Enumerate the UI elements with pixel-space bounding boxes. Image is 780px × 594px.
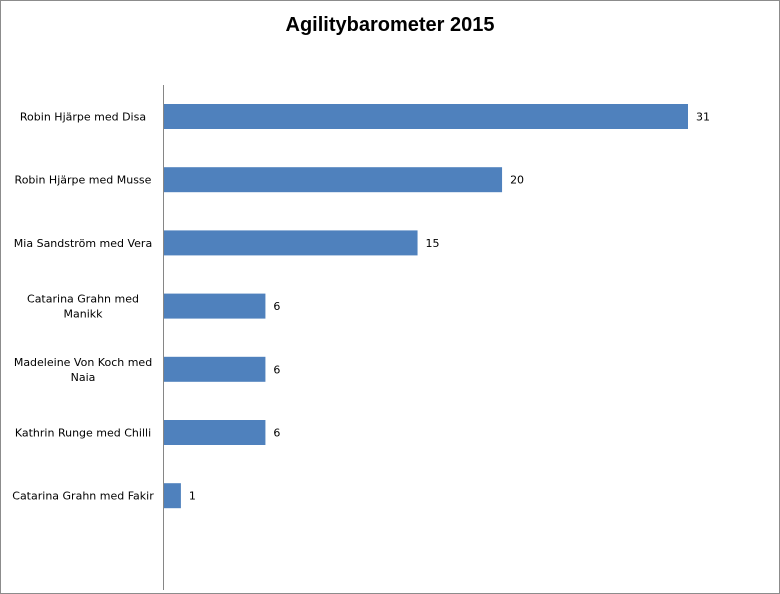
category-label: Robin Hjärpe med Disa — [20, 111, 146, 124]
category-label: Kathrin Runge med Chilli — [15, 427, 151, 440]
bar — [164, 293, 266, 319]
category-label: Catarina Grahn med Fakir — [12, 490, 154, 503]
bar — [164, 230, 418, 256]
category-label: Manikk — [64, 308, 104, 321]
data-label: 6 — [273, 363, 280, 376]
data-label: 31 — [696, 111, 710, 124]
bar — [164, 356, 266, 382]
category-label: Madeleine Von Koch med — [14, 356, 152, 369]
bar — [164, 420, 266, 445]
bar — [164, 167, 503, 193]
data-label: 15 — [426, 237, 440, 250]
category-label: Naia — [71, 371, 96, 384]
data-label: 6 — [273, 300, 280, 313]
category-label: Robin Hjärpe med Musse — [15, 174, 152, 187]
category-label: Catarina Grahn med — [27, 293, 139, 306]
data-label: 6 — [273, 427, 280, 440]
data-label: 20 — [510, 174, 524, 187]
bar — [164, 483, 181, 509]
category-label: Mia Sandström med Vera — [14, 237, 152, 250]
bar — [164, 104, 688, 129]
data-label: 1 — [189, 490, 196, 503]
chart-title: Agilitybarometer 2015 — [285, 14, 495, 36]
